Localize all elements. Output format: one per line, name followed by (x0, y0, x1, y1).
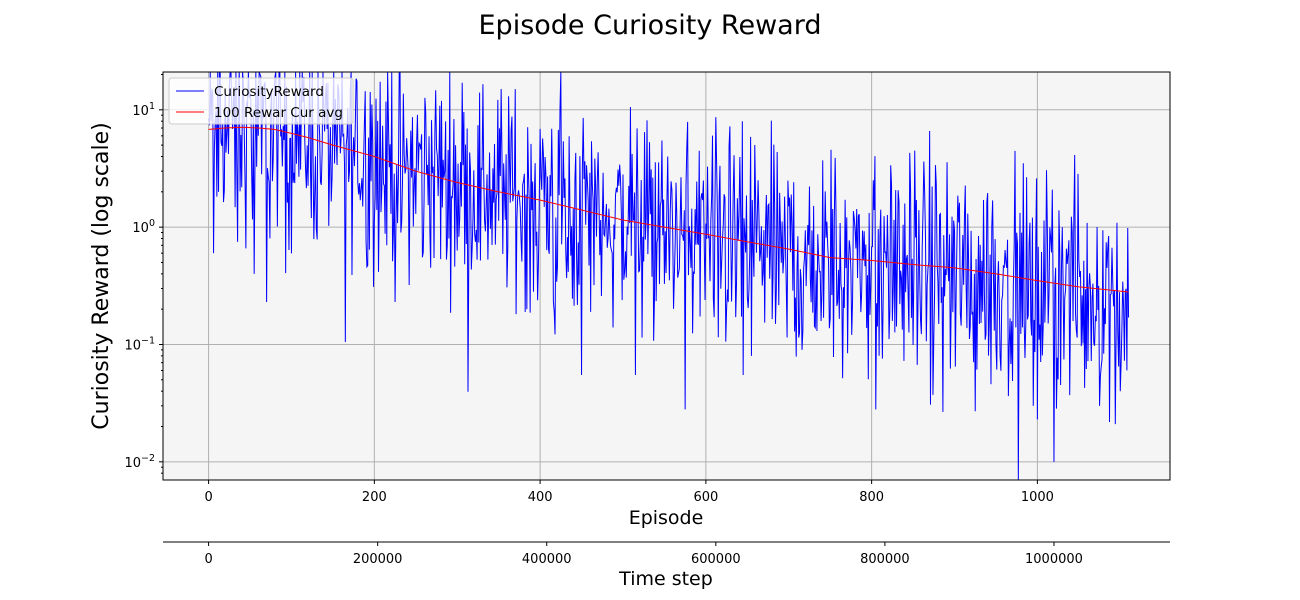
y-tick-label: 10−2 (124, 453, 155, 471)
x-tick-label: 800 (859, 490, 884, 505)
x-tick-label: 1000 (1021, 490, 1054, 505)
chart-title: Episode Curiosity Reward (479, 10, 822, 41)
x-tick-label: 400 (528, 490, 553, 505)
secondary-tick-marks (208, 542, 1055, 546)
x-axis-label: Episode (629, 507, 704, 529)
y-axis-label: Curiosity Reward (log scale) (89, 122, 114, 429)
y-tick-label: 100 (132, 218, 155, 236)
tick-marks (159, 73, 1038, 484)
legend-box (168, 77, 354, 125)
secondary-x-tick-label: 200000 (353, 552, 403, 567)
y-tick-label: 101 (132, 101, 155, 119)
legend-label-100-rewar-cur-avg: 100 Rewar Cur avg (214, 105, 343, 121)
legend-label-curiosityreward: CuriosityReward (214, 84, 324, 100)
secondary-x-axis-label: Time step (618, 568, 713, 590)
series-line-curiosityreward (208, 72, 1130, 480)
series-line-100-rewar-cur-avg (208, 126, 1129, 293)
secondary-x-tick-label: 600000 (691, 552, 741, 567)
x-tick-label: 600 (693, 490, 718, 505)
secondary-x-tick-label: 0 (204, 552, 212, 567)
x-tick-label: 200 (362, 490, 387, 505)
plot-frame (162, 71, 1171, 481)
legend: CuriosityReward 100 Rewar Cur avg (168, 77, 354, 125)
x-tick-label: 0 (204, 490, 212, 505)
secondary-x-tick-label: 800000 (860, 552, 910, 567)
secondary-x-tick-label: 400000 (522, 552, 572, 567)
y-tick-label: 10−1 (124, 335, 155, 353)
secondary-x-tick-label: 1000000 (1025, 552, 1083, 567)
